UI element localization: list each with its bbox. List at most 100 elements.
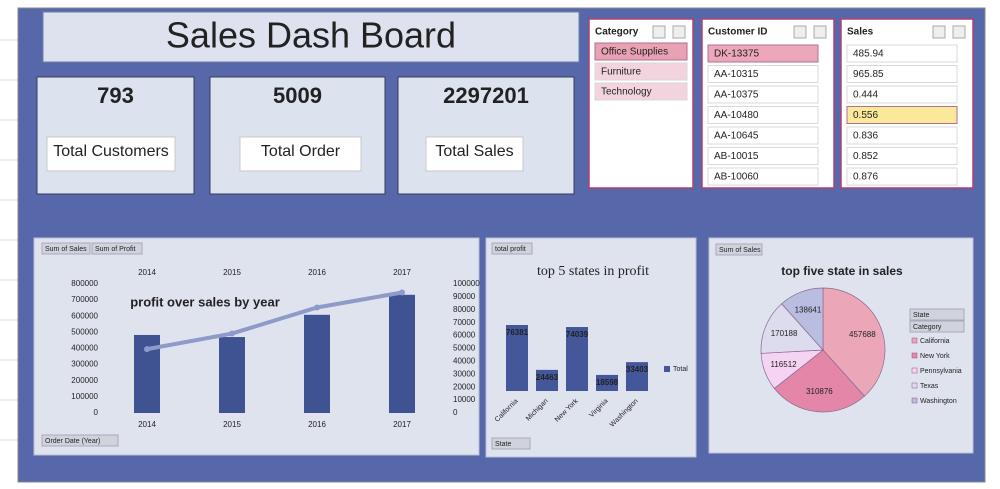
x-tick-label: 2017 [393, 420, 411, 429]
slicer-item[interactable] [846, 126, 958, 145]
slicer-item[interactable] [594, 62, 688, 81]
bar [596, 374, 618, 391]
slicer-item[interactable] [846, 44, 958, 63]
slicer-item-label: 0.836 [853, 131, 878, 142]
x-tick-label-top: 2016 [308, 268, 326, 277]
kpi-label: Total Customers [53, 143, 169, 160]
slicer-title: Sales [847, 27, 874, 38]
slicer-item[interactable] [707, 44, 819, 63]
slicer-item[interactable] [846, 65, 958, 83]
x-tick-label-top: 2014 [138, 268, 156, 277]
line-marker [144, 346, 150, 353]
line-marker [399, 289, 405, 296]
slicer-clear-filter-button[interactable] [672, 25, 686, 39]
field-button[interactable] [491, 242, 533, 255]
pie-slice [781, 287, 824, 351]
y-tick-label: 600000 [71, 311, 98, 320]
y2-tick-label: 100000 [453, 279, 480, 288]
slicer-item[interactable] [707, 65, 819, 83]
filter-button[interactable] [491, 437, 531, 450]
slicer-item-label: 0.556 [853, 110, 878, 121]
field-button[interactable] [715, 243, 763, 256]
y2-tick-label: 70000 [453, 318, 476, 327]
x-tick-label: 2014 [138, 420, 156, 429]
legend-swatch [911, 382, 918, 389]
slicer-item[interactable] [846, 167, 958, 186]
pie-slice [760, 303, 824, 354]
y2-tick-label: 20000 [453, 382, 476, 391]
kpi-value: 793 [97, 83, 134, 108]
kpi-value: 5009 [273, 83, 322, 108]
data-label: 138641 [795, 306, 822, 315]
slicer-item[interactable] [846, 85, 958, 104]
y-tick-label: 200000 [71, 376, 98, 385]
filter-button[interactable] [909, 308, 965, 321]
y2-tick-label: 0 [453, 408, 458, 417]
bar [536, 369, 558, 391]
y-tick-label: 500000 [71, 327, 98, 336]
title-box [42, 11, 580, 63]
dashboard-title: Sales Dash Board [166, 15, 456, 56]
slicer-item[interactable] [707, 147, 819, 165]
slicer-item[interactable] [707, 167, 819, 186]
filter-button[interactable] [41, 434, 119, 447]
chart-title: top 5 states in profit [537, 264, 649, 279]
slicer-item-label: AB-10060 [714, 172, 759, 183]
y2-tick-label: 60000 [453, 331, 476, 340]
filter-button-label: State [495, 441, 511, 448]
y-tick-label: 100000 [71, 392, 98, 401]
data-label: 24463 [536, 373, 559, 382]
kpi-card [397, 76, 575, 195]
slicer-item[interactable] [707, 126, 819, 145]
slicer-clear-filter-button[interactable] [813, 25, 827, 39]
field-button-label: Sum of Profit [95, 246, 136, 253]
filter-button-label: State [913, 312, 929, 319]
kpi-label-box [46, 136, 176, 172]
slicer-item[interactable] [846, 106, 958, 124]
data-label: 76381 [506, 328, 529, 337]
slicer-item[interactable] [594, 42, 688, 61]
y2-tick-label: 80000 [453, 305, 476, 314]
legend-label: Total [673, 366, 688, 373]
x-tick-label: 2015 [223, 420, 241, 429]
slicer-item-label: 0.876 [853, 172, 878, 183]
kpi-label-box [425, 136, 524, 172]
filter-button[interactable] [909, 320, 965, 333]
line-marker [229, 330, 235, 337]
slicer-item-label: Technology [601, 87, 652, 98]
legend-swatch [911, 352, 918, 359]
data-label: 33403 [626, 365, 649, 374]
bar [219, 337, 245, 413]
y2-tick-label: 50000 [453, 344, 476, 353]
data-label: 116512 [771, 360, 798, 369]
slicer-item[interactable] [707, 106, 819, 124]
legend-swatch [911, 367, 918, 374]
slicer-item[interactable] [846, 147, 958, 165]
chart-title: top five state in sales [781, 264, 903, 278]
slicer-clear-filter-button[interactable] [952, 25, 966, 39]
y2-tick-label: 30000 [453, 369, 476, 378]
kpi-label: Total Sales [435, 143, 513, 160]
slicer-title: Customer ID [708, 27, 767, 38]
slicer-title: Category [595, 27, 639, 38]
slicer-item-label: 0.444 [853, 90, 878, 101]
slicer-item-label: DK-13375 [714, 49, 759, 60]
slicer-multiselect-button[interactable] [652, 25, 666, 39]
slicer-multiselect-button[interactable] [932, 25, 946, 39]
y-tick-label: 700000 [71, 295, 98, 304]
field-button[interactable] [41, 242, 91, 255]
y-tick-label: 0 [94, 408, 99, 417]
field-button[interactable] [91, 242, 143, 255]
slicer-item-label: Office Supplies [601, 47, 668, 58]
legend-label: Washington [920, 398, 957, 405]
slicer-multiselect-button[interactable] [793, 25, 807, 39]
pie-slice [773, 349, 865, 413]
slicer-item[interactable] [707, 85, 819, 104]
legend-swatch [664, 366, 670, 372]
field-button-label: Sum of Sales [719, 247, 761, 254]
slicer-item-label: AA-10375 [714, 90, 759, 101]
y2-tick-label: 10000 [453, 395, 476, 404]
slicer-item[interactable] [594, 82, 688, 101]
bar [389, 294, 415, 413]
sheet-grid [0, 39, 18, 441]
